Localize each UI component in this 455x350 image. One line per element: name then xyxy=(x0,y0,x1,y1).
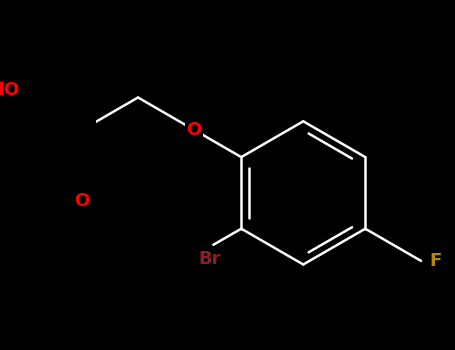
Text: O: O xyxy=(75,192,90,210)
Text: O: O xyxy=(186,121,202,139)
Text: Br: Br xyxy=(198,250,221,268)
Text: HO: HO xyxy=(0,81,19,99)
Text: F: F xyxy=(429,252,441,270)
